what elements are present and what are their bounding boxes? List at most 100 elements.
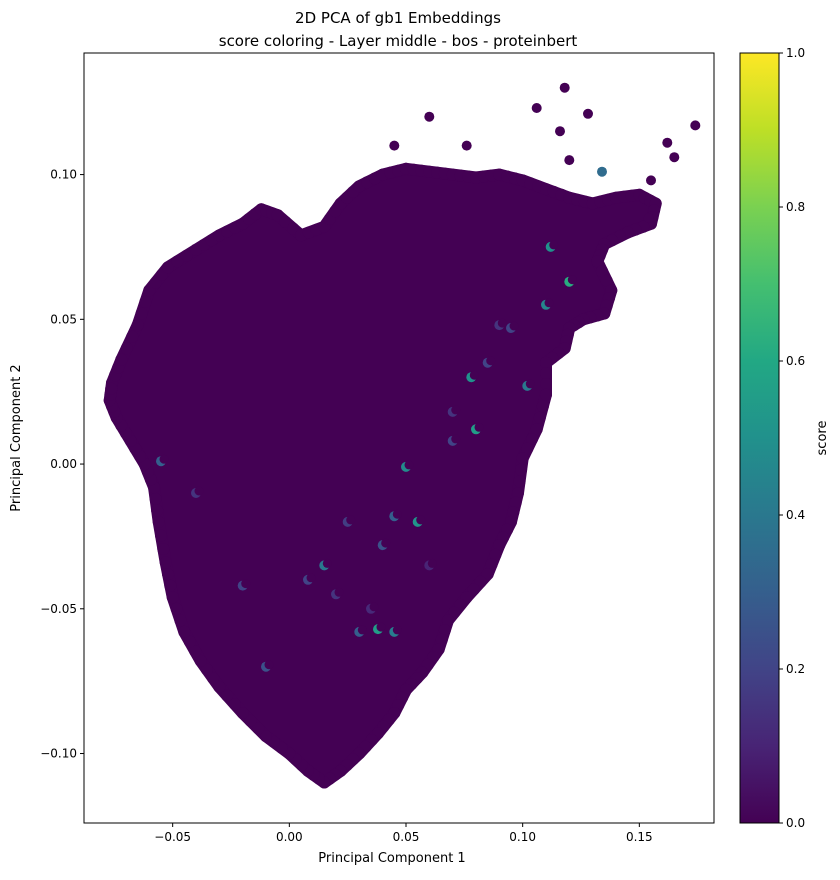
x-tick-label: 0.05 — [393, 830, 420, 844]
scatter-point — [392, 509, 402, 519]
edge-point — [540, 367, 552, 380]
scatter-point — [669, 152, 680, 163]
edge-point — [512, 487, 524, 499]
scatter-point — [555, 126, 565, 137]
x-axis: −0.05 0.00 0.05 0.10 0.15 — [154, 823, 653, 844]
edge-point — [159, 556, 172, 569]
edge-point — [244, 714, 257, 727]
edge-point — [178, 625, 191, 638]
scatter-point — [567, 275, 577, 285]
edge-point — [200, 663, 213, 676]
point-cloud — [103, 162, 662, 789]
scatter-point — [662, 137, 673, 148]
scatter-point — [451, 434, 461, 444]
y-axis-label: Principal Component 2 — [9, 364, 24, 511]
edge-point — [149, 492, 162, 505]
edge-point — [271, 209, 284, 222]
edge-point — [600, 274, 613, 287]
scatter-point — [416, 515, 426, 525]
edge-point — [596, 265, 608, 278]
edge-point — [489, 548, 502, 561]
edge-point — [513, 475, 526, 488]
colorbar-tick-label: 1.0 — [786, 46, 805, 60]
colorbar: 0.0 0.2 0.4 0.6 0.8 1.0 score — [739, 46, 830, 830]
scatter-point — [346, 515, 356, 525]
scatter-point — [564, 155, 575, 166]
scatter-point — [544, 298, 554, 308]
scatter-points — [156, 82, 701, 672]
scatter-point — [474, 422, 484, 432]
edge-point — [131, 319, 144, 332]
edge-point — [515, 463, 528, 476]
edge-point — [162, 261, 174, 274]
edge-point — [151, 504, 164, 517]
colorbar-tick-label: 0.4 — [786, 508, 805, 522]
scatter-point — [404, 460, 414, 470]
edge-point — [213, 680, 226, 693]
scatter-point — [392, 625, 402, 635]
y-tick-label: −0.05 — [40, 602, 77, 616]
edge-point — [540, 356, 552, 369]
edge-point — [152, 515, 165, 528]
scatter-point — [525, 379, 535, 389]
edge-point — [174, 614, 187, 627]
scatter-point — [376, 622, 386, 632]
scatter-point — [690, 120, 701, 131]
scatter-point — [559, 82, 570, 93]
edge-point — [516, 452, 529, 465]
colorbar-tick-label: 0.8 — [786, 200, 805, 214]
edge-point — [207, 672, 220, 685]
colorbar-ticks: 0.0 0.2 0.4 0.6 0.8 1.0 — [779, 46, 805, 830]
edge-point — [135, 307, 148, 320]
scatter-point — [509, 321, 519, 331]
x-tick-label: 0.00 — [276, 830, 303, 844]
scatter-point — [597, 166, 607, 177]
colorbar-gradient — [739, 52, 780, 824]
colorbar-tick-label: 0.6 — [786, 354, 805, 368]
scatter-point — [424, 111, 435, 122]
edge-point — [120, 342, 133, 355]
scatter-point — [451, 405, 461, 415]
plot-area — [83, 52, 715, 824]
edge-point — [481, 568, 494, 581]
scatter-point — [264, 660, 274, 670]
scatter-point — [643, 213, 654, 223]
scatter-point — [549, 240, 559, 250]
scatter-point — [486, 356, 496, 366]
edge-point — [170, 602, 183, 615]
scatter-point — [369, 602, 379, 612]
edge-point — [485, 558, 498, 571]
edge-point — [126, 330, 139, 343]
scatter-point — [497, 318, 507, 328]
x-axis-label: Principal Component 1 — [318, 851, 465, 866]
edge-point — [526, 433, 538, 445]
scatter-point — [159, 454, 169, 464]
scatter-point — [194, 486, 204, 496]
edge-point — [171, 255, 184, 268]
edge-point — [442, 614, 454, 627]
colorbar-label: score — [815, 421, 830, 456]
edge-point — [166, 591, 179, 604]
scatter-point — [381, 538, 391, 548]
edge-point — [540, 388, 552, 401]
y-tick-label: −0.10 — [40, 747, 77, 761]
colorbar-tick-label: 0.2 — [786, 662, 805, 676]
edge-point — [260, 730, 272, 743]
edge-point — [180, 249, 193, 262]
edge-point — [509, 496, 522, 509]
colorbar-tick-label: 0.0 — [786, 816, 805, 830]
scatter-point — [583, 108, 593, 119]
edge-point — [435, 633, 448, 646]
edge-point — [228, 698, 241, 711]
chart-title: 2D PCA of gb1 Embeddings — [295, 9, 501, 27]
scatter-point — [334, 587, 344, 597]
edge-point — [162, 568, 174, 581]
y-tick-label: 0.10 — [50, 168, 77, 182]
edge-point — [139, 295, 152, 308]
y-axis: −0.10 −0.05 0.00 0.05 0.10 — [40, 168, 84, 761]
cloud-body — [103, 162, 662, 789]
edge-point — [438, 624, 451, 636]
edge-point — [540, 378, 552, 390]
